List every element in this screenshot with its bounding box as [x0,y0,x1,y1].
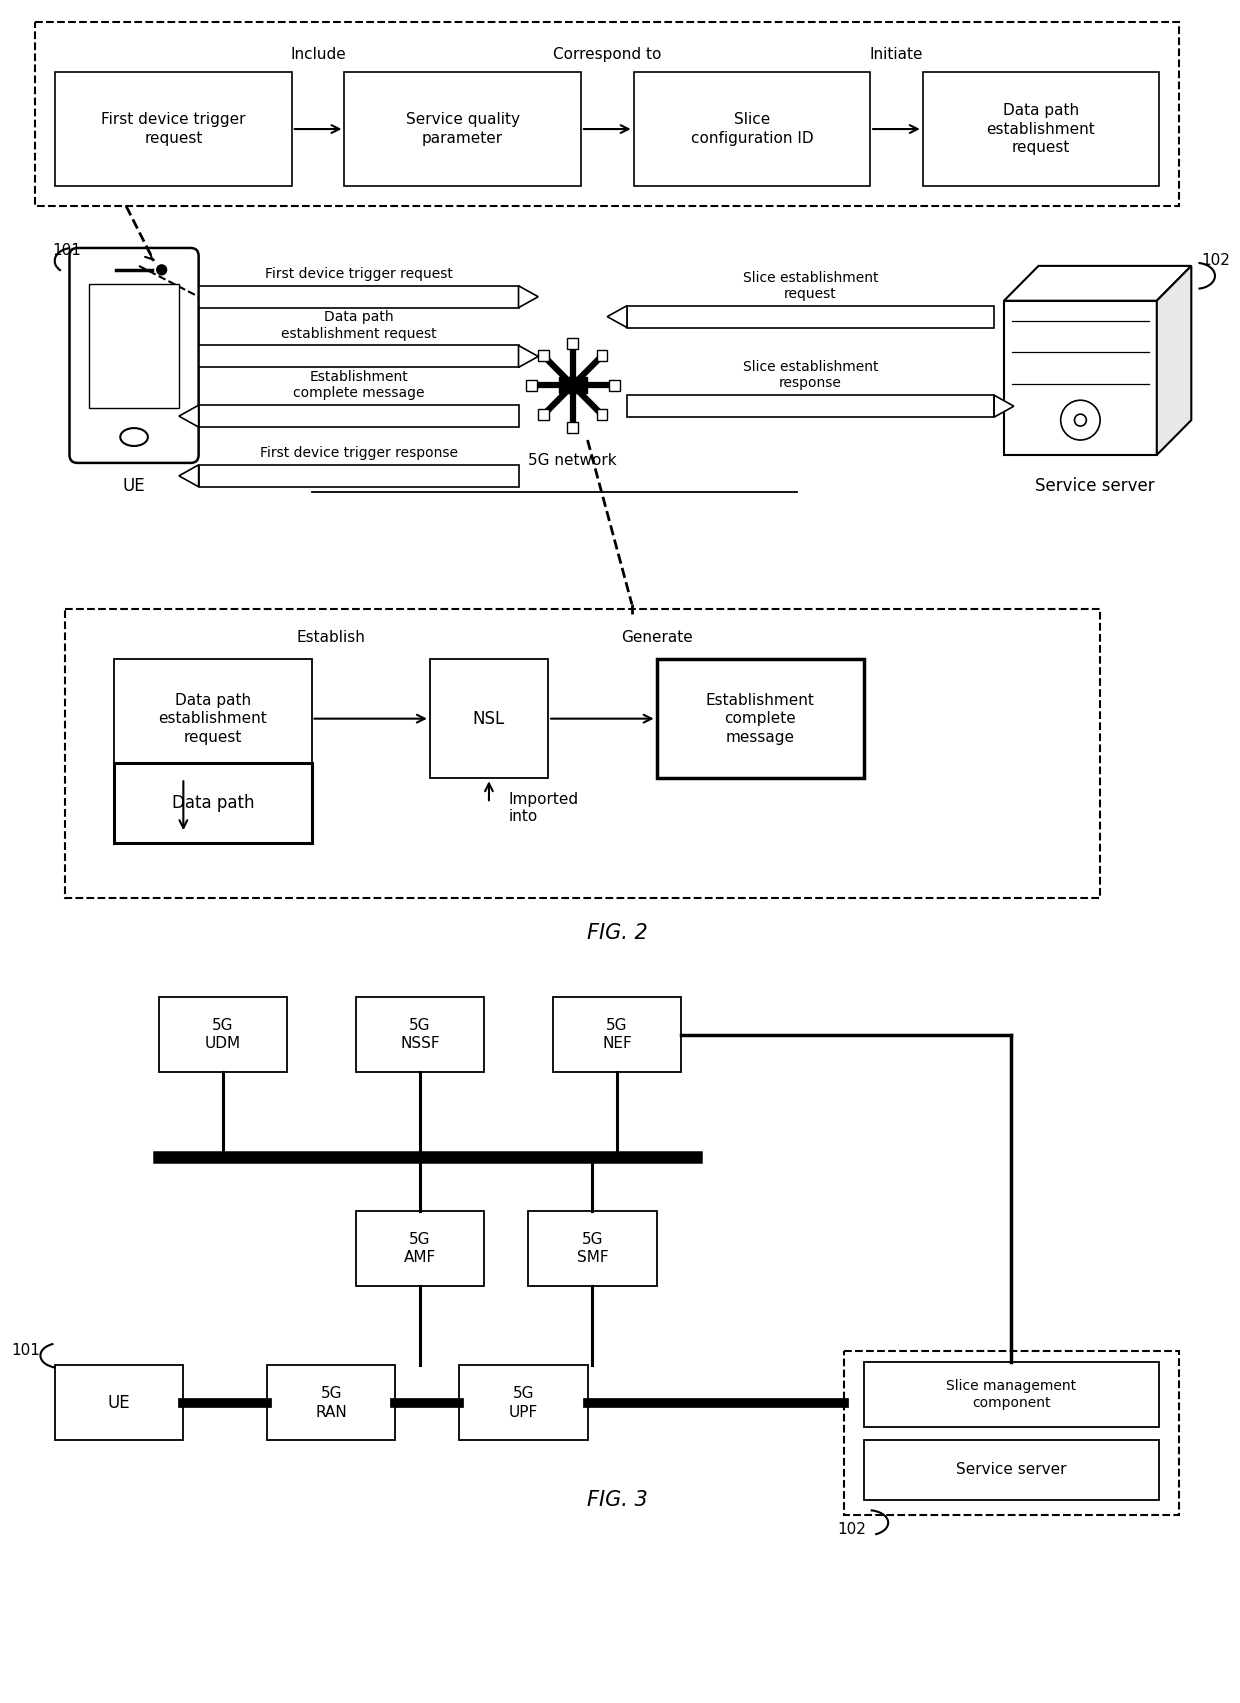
Text: Imported
into: Imported into [508,792,579,824]
Bar [356,1211,484,1286]
Text: First device trigger request: First device trigger request [264,267,453,281]
Bar [596,351,608,361]
Bar [89,284,179,409]
Bar [56,1366,184,1441]
Polygon shape [608,305,627,327]
Bar [627,395,994,417]
Text: Data path
establishment
request: Data path establishment request [987,102,1095,155]
Ellipse shape [120,427,148,446]
Text: Slice
configuration ID: Slice configuration ID [691,112,813,146]
Text: Slice establishment
response: Slice establishment response [743,359,878,390]
Polygon shape [994,395,1014,417]
Bar [568,422,578,433]
Text: Slice establishment
request: Slice establishment request [743,271,878,301]
Bar [1004,301,1157,455]
Text: 5G
NSSF: 5G NSSF [401,1018,440,1051]
Text: 102: 102 [1202,254,1230,269]
Text: Data path
establishment request: Data path establishment request [280,310,436,341]
Text: Establishment
complete message: Establishment complete message [293,370,424,400]
Bar [923,72,1159,186]
Text: Generate: Generate [621,630,692,644]
Text: Service server: Service server [1035,477,1154,496]
Text: UE: UE [123,477,145,496]
Bar [356,998,484,1071]
Text: 102: 102 [837,1522,867,1538]
Text: 101: 101 [11,1344,41,1357]
Bar [198,346,518,368]
Text: Correspond to: Correspond to [553,48,661,61]
FancyBboxPatch shape [69,249,198,463]
Bar [526,380,537,390]
Bar [863,1362,1159,1427]
Text: NSL: NSL [472,710,505,727]
Bar [596,409,608,421]
Text: Slice management
component: Slice management component [946,1379,1076,1410]
Bar [159,998,286,1071]
Bar [114,763,311,843]
Polygon shape [179,465,198,487]
Bar [459,1366,588,1441]
Text: UE: UE [108,1393,130,1412]
Bar [634,72,870,186]
Text: FIG. 2: FIG. 2 [587,923,647,942]
Circle shape [156,266,166,274]
Text: 5G network: 5G network [528,453,618,468]
Bar [198,465,518,487]
Polygon shape [518,346,538,368]
Text: 5G
UPF: 5G UPF [508,1386,538,1420]
Text: Data path: Data path [171,794,254,812]
Bar [64,610,1100,897]
Bar [609,380,620,390]
Text: FIG. 3: FIG. 3 [587,1490,647,1511]
Bar [553,998,681,1071]
Bar [538,351,549,361]
Text: 5G
AMF: 5G AMF [404,1231,436,1265]
Bar [627,305,994,327]
Text: 5G
SMF: 5G SMF [577,1231,609,1265]
Bar [844,1350,1179,1514]
Text: 5G
RAN: 5G RAN [315,1386,347,1420]
Bar [345,72,582,186]
Bar [430,659,548,778]
Bar [656,659,863,778]
Bar [559,378,587,393]
Bar [198,286,518,308]
Text: Service quality
parameter: Service quality parameter [405,112,520,146]
Text: First device trigger
request: First device trigger request [102,112,246,146]
Bar [538,409,549,421]
Bar [198,405,518,427]
Text: Include: Include [290,48,346,61]
Bar [568,337,578,349]
Bar [114,659,311,778]
Text: Establish: Establish [114,788,184,804]
Bar [528,1211,656,1286]
Text: Service server: Service server [956,1463,1066,1478]
Text: 5G
UDM: 5G UDM [205,1018,241,1051]
Polygon shape [179,405,198,427]
Bar [36,22,1179,206]
Polygon shape [518,286,538,308]
Polygon shape [1157,266,1192,455]
Polygon shape [1004,266,1192,301]
Text: Establish: Establish [296,630,366,644]
Text: Initiate: Initiate [869,48,923,61]
Bar [56,72,291,186]
Text: Establishment
complete
message: Establishment complete message [706,693,815,744]
Text: 101: 101 [53,244,82,259]
Bar [863,1441,1159,1500]
Text: First device trigger response: First device trigger response [259,446,458,460]
Text: Data path
establishment
request: Data path establishment request [159,693,268,744]
Text: 5G
NEF: 5G NEF [603,1018,632,1051]
Bar [267,1366,396,1441]
